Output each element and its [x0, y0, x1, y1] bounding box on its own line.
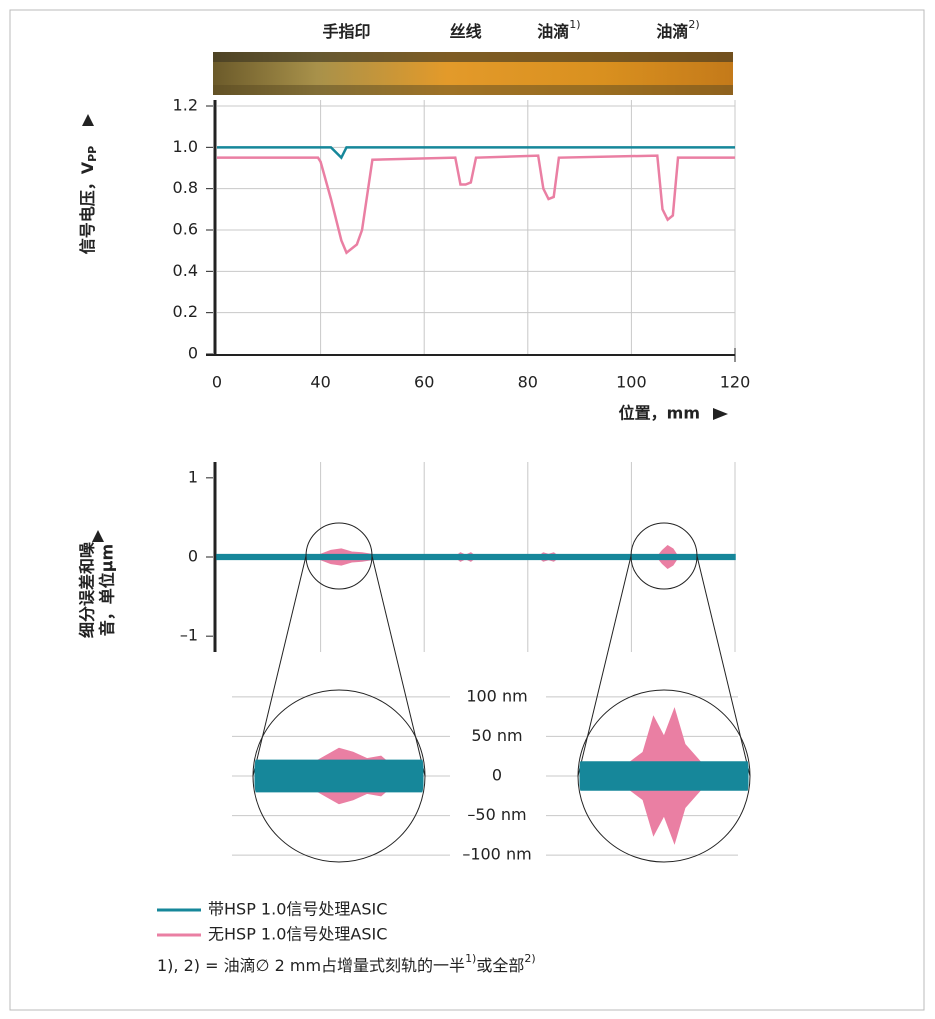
- zoom-band: [254, 759, 424, 793]
- footnote-text: 或全部: [476, 956, 524, 975]
- annotation-text: 油滴: [656, 22, 688, 41]
- annotation-text: 手指印: [322, 22, 370, 41]
- zoom-connector: [577, 555, 632, 777]
- y-axis-label: 音，单位µm: [98, 544, 117, 636]
- y-tick-label: 1.2: [173, 96, 198, 115]
- x-tick-label: 40: [310, 373, 330, 392]
- label-bg: [450, 685, 546, 708]
- annotation: 油滴2): [656, 18, 699, 41]
- zoom-connector: [696, 555, 751, 777]
- y-tick-label: 0: [492, 766, 502, 785]
- footnote-sup: 1): [465, 952, 476, 965]
- y-tick-label: 100 nm: [466, 686, 527, 705]
- label-bg: [450, 844, 546, 867]
- annotation: 丝线: [450, 22, 482, 41]
- label-bg: [450, 725, 546, 748]
- legend-label: 无HSP 1.0信号处理ASIC: [208, 925, 387, 944]
- y-axis-label: 信号电压，VPP: [78, 146, 100, 255]
- y-tick-label: –100 nm: [462, 845, 531, 864]
- noise-band: [216, 553, 736, 561]
- annotation-text: 丝线: [450, 22, 482, 41]
- y-tick-label: 0.4: [173, 261, 198, 280]
- zoom-connector: [371, 555, 426, 777]
- footnote-sup: 2): [524, 952, 535, 965]
- x-tick-label: 0: [212, 373, 222, 392]
- footnote-text: 1), 2) = 油滴∅ 2 mm占增量式刻轨的一半: [157, 956, 465, 975]
- y-tick-label: 0.8: [173, 178, 198, 197]
- annotation-sup: 1): [569, 18, 580, 31]
- photo-strip-band: [213, 52, 733, 62]
- photo-strip-band: [213, 85, 733, 95]
- y-axis-label-text: 信号电压，V: [78, 161, 97, 254]
- y-tick-label: –1: [180, 626, 198, 645]
- footnote: 1), 2) = 油滴∅ 2 mm占增量式刻轨的一半1)或全部2): [157, 952, 536, 975]
- zoom-circle: [577, 689, 751, 863]
- label-bg: [450, 804, 546, 827]
- y-axis-label: 细分误差和噪: [78, 541, 97, 638]
- label-bg: [450, 765, 546, 787]
- axis-arrow: [713, 408, 728, 420]
- x-tick-label: 120: [720, 373, 751, 392]
- x-tick-label: 60: [414, 373, 434, 392]
- y-tick-label: 50 nm: [471, 726, 522, 745]
- zoom-circle: [252, 689, 426, 863]
- zoom-band: [579, 761, 749, 791]
- x-axis-label: 位置，mm: [619, 404, 700, 423]
- y-tick-label: 0.2: [173, 302, 198, 321]
- annotation-text: 油滴: [537, 22, 569, 41]
- legend-label: 带HSP 1.0信号处理ASIC: [208, 900, 387, 919]
- y-axis-label-sub: PP: [86, 146, 99, 162]
- axis-arrow: [82, 114, 94, 126]
- y-tick-label: –50 nm: [467, 805, 526, 824]
- y-tick-label: 0: [188, 547, 198, 566]
- axis-arrow: [92, 530, 104, 542]
- frame: [9, 9, 925, 1011]
- x-tick-label: 100: [616, 373, 647, 392]
- y-tick-label: 0: [188, 344, 198, 363]
- annotation: 手指印: [322, 22, 370, 41]
- x-tick-label: 80: [518, 373, 538, 392]
- y-tick-label: 1.0: [173, 137, 198, 156]
- annotation-sup: 2): [688, 18, 699, 31]
- annotation: 油滴1): [537, 18, 580, 41]
- y-tick-label: 0.6: [173, 220, 198, 239]
- series-line: [217, 154, 735, 255]
- y-tick-label: 1: [188, 467, 198, 486]
- zoom-connector: [252, 555, 307, 777]
- series-line: [217, 146, 735, 160]
